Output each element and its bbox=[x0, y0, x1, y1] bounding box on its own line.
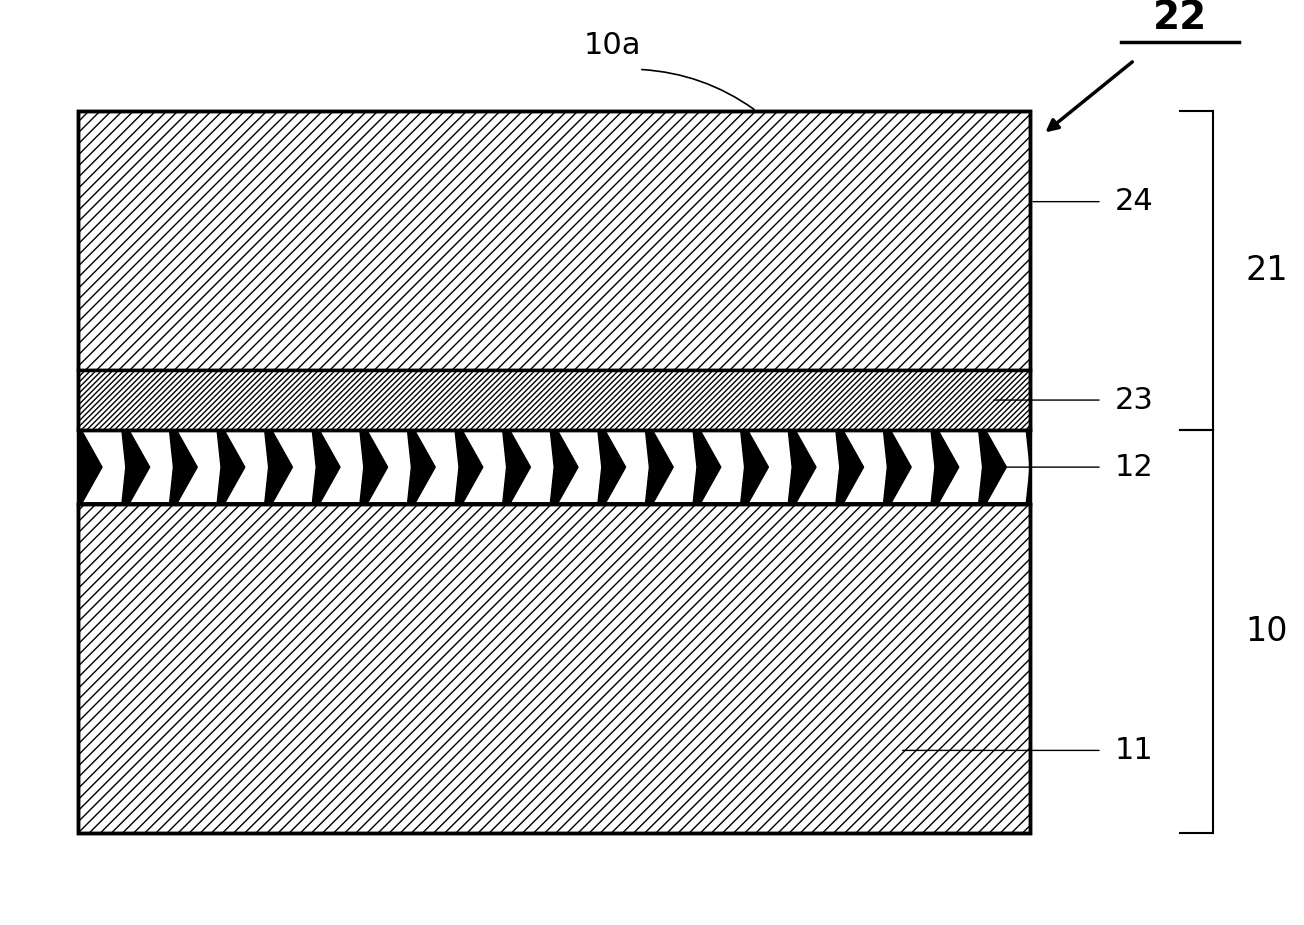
Text: 22: 22 bbox=[1153, 0, 1208, 37]
Bar bbox=[78, 504, 1030, 832]
Bar bbox=[78, 111, 1030, 832]
Text: 23: 23 bbox=[1115, 386, 1154, 414]
Bar bbox=[78, 111, 1030, 370]
Text: 10a: 10a bbox=[584, 31, 642, 60]
Text: 21: 21 bbox=[1245, 254, 1288, 287]
Text: 11: 11 bbox=[1115, 736, 1154, 765]
Bar bbox=[78, 430, 1030, 504]
Bar bbox=[78, 370, 1030, 430]
Text: 10: 10 bbox=[1245, 615, 1288, 647]
Text: 12: 12 bbox=[1115, 452, 1154, 482]
Text: 24: 24 bbox=[1115, 187, 1154, 216]
